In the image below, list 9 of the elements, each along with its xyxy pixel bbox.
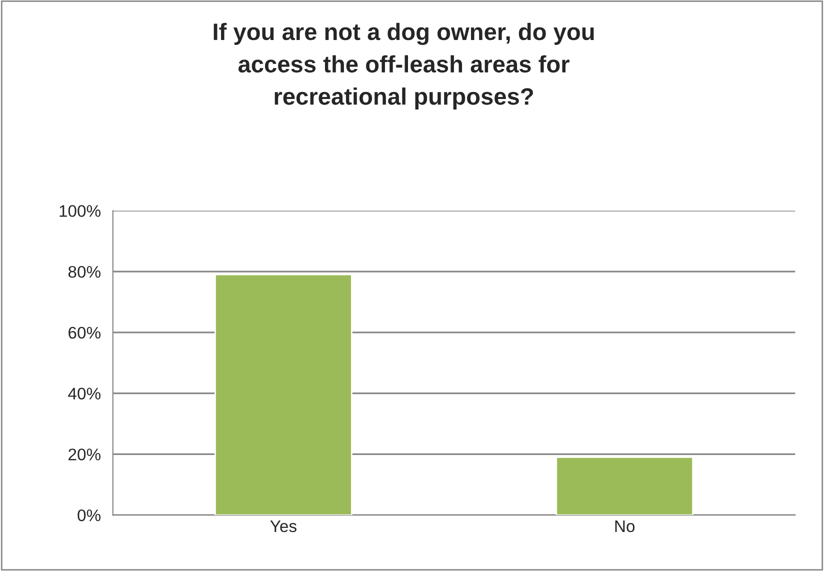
y-tick-label: 100% [60,205,100,217]
y-tick-label: 40% [68,388,100,400]
x-tick-label: No [615,520,635,532]
x-tick-label: Yes [270,520,296,532]
chart-title: If you are not a dog owner, do you access the off-leash areas for recreational purposes? [214,22,594,110]
y-tick-label: 0% [78,509,100,522]
y-tick-label: 60% [68,326,100,339]
y-tick-label: 80% [68,266,100,278]
y-tick-label: 20% [68,448,100,460]
